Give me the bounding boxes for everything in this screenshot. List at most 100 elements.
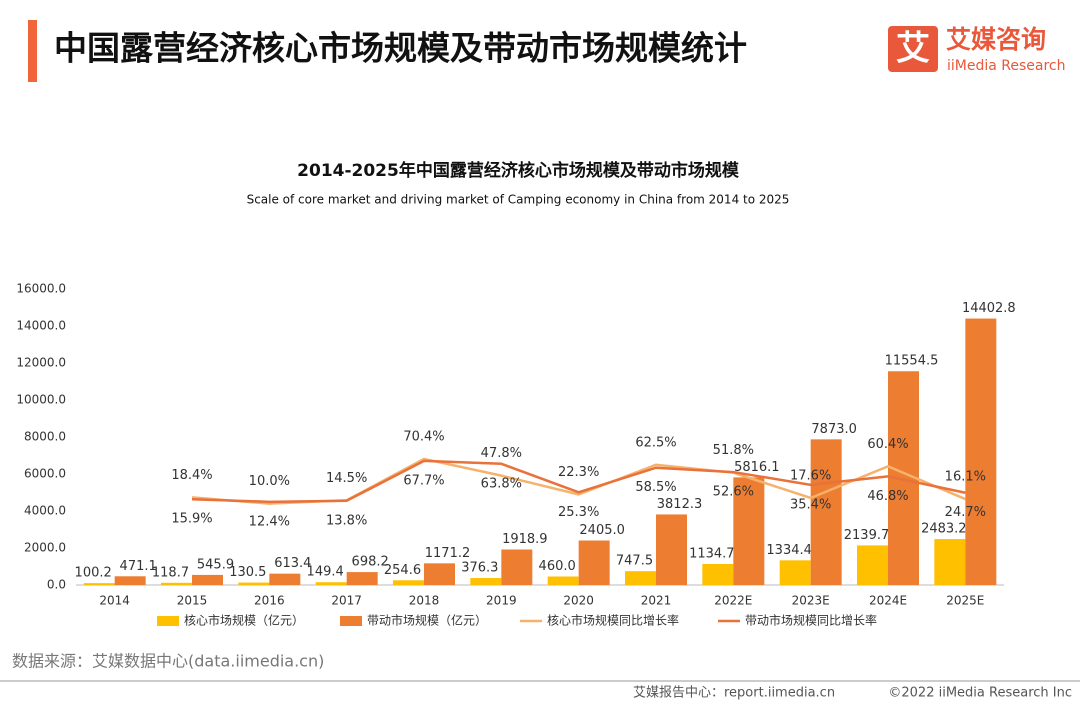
bar xyxy=(393,580,424,585)
chart-subtitle: Scale of core market and driving market … xyxy=(247,193,790,207)
line-value-label: 17.6% xyxy=(790,468,831,483)
bar-value-label: 149.4 xyxy=(307,565,344,580)
growth-line xyxy=(191,459,966,504)
x-tick-label: 2023E xyxy=(792,594,830,608)
bar xyxy=(501,549,533,585)
bar xyxy=(934,539,966,585)
bar-value-label: 1134.7 xyxy=(689,547,735,562)
bar-value-label: 3812.3 xyxy=(657,497,703,512)
bar xyxy=(578,540,610,585)
line-value-label: 51.8% xyxy=(713,443,754,458)
bar-value-label: 747.5 xyxy=(616,554,653,569)
source: 数据来源：艾媒数据中心(data.iimedia.cn) xyxy=(12,652,324,671)
line-value-label: 46.8% xyxy=(867,489,908,504)
bar xyxy=(857,545,888,585)
bar-value-label: 613.4 xyxy=(274,556,311,571)
bar xyxy=(547,576,579,585)
x-tick-label: 2024E xyxy=(869,594,907,608)
bar-value-label: 14402.8 xyxy=(962,301,1016,316)
bar-value-label: 471.1 xyxy=(120,559,157,574)
footer-copyright: ©2022 iiMedia Research Inc xyxy=(888,686,1072,701)
line-value-label: 18.4% xyxy=(171,468,212,483)
bar-value-label: 545.9 xyxy=(197,557,234,572)
bar xyxy=(733,477,765,585)
bar-value-label: 2139.7 xyxy=(844,528,890,543)
bar xyxy=(346,572,378,585)
x-tick-label: 2019 xyxy=(486,594,517,608)
bar xyxy=(161,582,192,585)
line-value-label: 62.5% xyxy=(635,435,676,450)
line-value-label: 22.3% xyxy=(558,465,599,480)
bar-value-label: 5816.1 xyxy=(734,460,780,475)
legend-label: 核心市场规模同比增长率 xyxy=(547,613,679,628)
legend-label: 带动市场规模同比增长率 xyxy=(745,613,877,628)
line-value-label: 13.8% xyxy=(326,513,367,528)
x-tick-label: 2018 xyxy=(409,594,440,608)
line-value-label: 52.6% xyxy=(713,485,754,500)
bar xyxy=(424,563,455,585)
line-value-label: 14.5% xyxy=(326,471,367,486)
x-tick-label: 2020 xyxy=(563,594,594,608)
line-value-label: 25.3% xyxy=(558,505,599,520)
bar xyxy=(965,318,997,585)
logo-box xyxy=(888,26,938,72)
bar xyxy=(702,564,734,585)
legend-label: 核心市场规模（亿元） xyxy=(184,613,304,628)
bar-value-label: 100.2 xyxy=(75,566,112,581)
bar-value-label: 11554.5 xyxy=(885,354,939,369)
line-value-label: 12.4% xyxy=(249,514,290,529)
bar xyxy=(470,578,502,585)
y-tick-label: 14000.0 xyxy=(16,319,66,333)
bar xyxy=(83,583,115,585)
bar xyxy=(269,573,301,585)
bar xyxy=(656,514,687,585)
y-tick-label: 2000.0 xyxy=(24,541,66,555)
logo-mark: 艾 xyxy=(896,29,930,69)
line-value-label: 63.8% xyxy=(481,476,522,491)
bar-value-label: 1171.2 xyxy=(425,546,471,561)
y-tick-label: 6000.0 xyxy=(24,467,66,481)
y-tick-label: 12000.0 xyxy=(16,356,66,370)
y-tick-label: 4000.0 xyxy=(24,504,66,518)
bar-value-label: 460.0 xyxy=(539,559,576,574)
bar-value-label: 254.6 xyxy=(384,563,421,578)
bar-value-label: 1918.9 xyxy=(502,532,548,547)
legend-swatch xyxy=(340,616,362,626)
logo-name: 艾媒咨询 xyxy=(946,25,1046,54)
footer-report: 艾媒报告中心：report.iimedia.cn xyxy=(633,686,835,701)
y-tick-label: 10000.0 xyxy=(16,393,66,407)
x-tick-label: 2025E xyxy=(946,594,984,608)
x-tick-label: 2022E xyxy=(714,594,752,608)
x-tick-label: 2017 xyxy=(331,594,362,608)
line-value-label: 70.4% xyxy=(403,429,444,444)
line-value-label: 16.1% xyxy=(945,470,986,485)
bar xyxy=(238,582,270,585)
bar-value-label: 376.3 xyxy=(461,561,498,576)
page-title: 中国露营经济核心市场规模及带动市场规模统计 xyxy=(54,29,747,68)
bar xyxy=(625,571,656,585)
x-tick-label: 2016 xyxy=(254,594,285,608)
line-value-label: 67.7% xyxy=(403,473,444,488)
bar xyxy=(114,576,146,585)
logo-sub: iiMedia Research xyxy=(947,58,1066,74)
bar-value-label: 7873.0 xyxy=(811,422,857,437)
y-tick-label: 0.0 xyxy=(47,578,66,592)
bar-value-label: 2405.0 xyxy=(579,523,625,538)
line-value-label: 24.7% xyxy=(945,505,986,520)
bar-value-label: 2483.2 xyxy=(921,522,967,537)
chart-title: 2014-2025年中国露营经济核心市场规模及带动市场规模 xyxy=(297,160,740,181)
line-value-label: 10.0% xyxy=(249,474,290,489)
title-accent xyxy=(28,20,37,82)
bar xyxy=(810,439,842,585)
legend-label: 带动市场规模（亿元） xyxy=(367,613,487,628)
bar-value-label: 130.5 xyxy=(229,565,266,580)
y-tick-label: 16000.0 xyxy=(16,282,66,296)
line-value-label: 47.8% xyxy=(481,446,522,461)
x-tick-label: 2014 xyxy=(99,594,130,608)
bar-value-label: 118.7 xyxy=(152,565,189,580)
legend-swatch xyxy=(157,616,179,626)
line-value-label: 35.4% xyxy=(790,497,831,512)
bar xyxy=(192,574,223,585)
